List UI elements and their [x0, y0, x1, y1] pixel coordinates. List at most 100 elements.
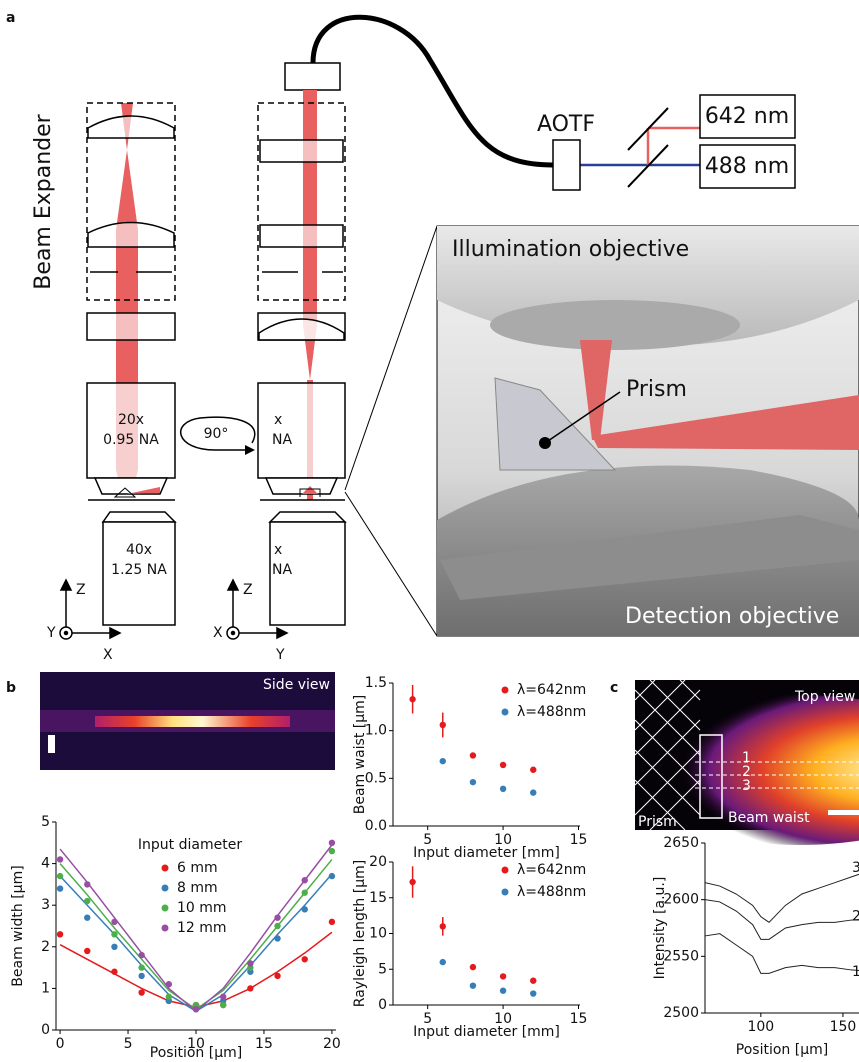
legend-marker	[502, 687, 509, 694]
axis-name: X	[103, 647, 113, 663]
label: Side view	[263, 677, 330, 693]
line	[705, 900, 859, 940]
panel-label: b	[6, 680, 16, 696]
point	[57, 931, 63, 937]
x-tick-label: 15	[255, 1036, 273, 1052]
point	[500, 762, 506, 768]
label: Illumination objective	[452, 237, 689, 262]
label: AOTF	[537, 112, 595, 137]
point	[57, 885, 63, 891]
point	[302, 906, 308, 912]
y-axis-label: Beam waist [µm]	[352, 695, 368, 815]
point	[329, 873, 335, 879]
point	[57, 856, 63, 862]
point	[500, 786, 506, 792]
label: Beam waist	[728, 810, 810, 826]
point	[220, 1002, 226, 1008]
label: Beam Expander	[31, 113, 56, 289]
point	[302, 877, 308, 883]
y-axis-label: Intensity [a.u.]	[652, 877, 668, 980]
y-axis-label: Beam width [µm]	[10, 865, 26, 986]
label: Top view	[794, 689, 855, 705]
legend-marker	[162, 885, 169, 892]
axis-name: X	[213, 625, 223, 641]
y-tick-label: 5	[41, 814, 50, 830]
point	[111, 931, 117, 937]
label: 642 nm	[705, 104, 789, 129]
point	[138, 952, 144, 958]
y-tick-label: 1	[41, 980, 50, 996]
point	[57, 873, 63, 879]
label: Detection objective	[625, 604, 839, 629]
point	[470, 779, 476, 785]
series-label: 2	[852, 909, 859, 925]
y-tick-label: 2500	[663, 1005, 699, 1021]
legend-label: 12 mm	[177, 920, 227, 936]
label: Prism	[626, 377, 687, 402]
point	[470, 982, 476, 988]
legend-label: λ=488nm	[517, 704, 586, 720]
label: 40x	[126, 542, 152, 558]
point	[84, 898, 90, 904]
point	[302, 956, 308, 962]
point	[470, 752, 476, 758]
label: 90°	[204, 426, 229, 442]
point	[111, 969, 117, 975]
x-axis-label: Position [µm]	[150, 1045, 242, 1061]
x-tick-label: 15	[570, 832, 588, 848]
y-tick-label: 0.0	[365, 818, 387, 834]
point	[84, 881, 90, 887]
x-tick-label: 150	[830, 1019, 857, 1035]
label: 488 nm	[705, 154, 789, 179]
point	[440, 722, 446, 728]
panel-label: a	[6, 10, 15, 26]
y-tick-label: 20	[369, 854, 387, 870]
zoom-line	[345, 492, 437, 636]
left-optics: Beam Expander 20x 0.95 NA 40x 1.25 NA	[31, 103, 175, 625]
point	[220, 994, 226, 1000]
point	[274, 935, 280, 941]
axis-name: Z	[243, 582, 253, 598]
y-tick-label: 4	[41, 856, 50, 872]
x-tick-label: 15	[570, 1011, 588, 1027]
point	[530, 789, 536, 795]
point	[111, 944, 117, 950]
legend-label: λ=642nm	[517, 862, 586, 878]
x-axis-label: Input diameter [mm]	[413, 845, 560, 861]
legend-title: Input diameter	[138, 837, 242, 853]
legend-marker	[162, 865, 169, 872]
point	[274, 973, 280, 979]
x-axis-label: Input diameter [mm]	[413, 1024, 560, 1040]
y-tick-label: 2	[41, 939, 50, 955]
panel-label: c	[610, 680, 618, 696]
render	[437, 226, 859, 636]
y-tick-label: 2650	[663, 835, 699, 851]
legend-label: λ=642nm	[517, 682, 586, 698]
y-axis-label: Rayleigh length [µm]	[352, 860, 368, 1007]
y-tick-label: 1.0	[365, 723, 387, 739]
point	[138, 973, 144, 979]
y-tick-label: 0.5	[365, 770, 387, 786]
y-tick-label: 2550	[663, 948, 699, 964]
y-tick-label: 5	[378, 961, 387, 977]
point	[440, 758, 446, 764]
figure: a b c Beam Expander 20x 0.95 NA 40x 1.25…	[0, 0, 859, 1062]
legend-marker	[502, 889, 509, 896]
fit-line	[60, 932, 332, 1007]
y-tick-label: 0	[378, 997, 387, 1013]
legend-label: 6 mm	[177, 860, 218, 876]
y-tick-label: 15	[369, 890, 387, 906]
y-tick-label: 2600	[663, 892, 699, 908]
label: NA	[272, 562, 292, 578]
legend-label: λ=488nm	[517, 884, 586, 900]
legend-label: 10 mm	[177, 900, 227, 916]
label: 1.25 NA	[111, 562, 167, 578]
point	[500, 988, 506, 994]
line	[705, 868, 859, 922]
x-tick-label: 100	[747, 1019, 774, 1035]
point	[329, 840, 335, 846]
point	[440, 959, 446, 965]
point	[409, 879, 415, 885]
y-tick-label: 3	[41, 897, 50, 913]
x-tick-label: 0	[56, 1036, 65, 1052]
